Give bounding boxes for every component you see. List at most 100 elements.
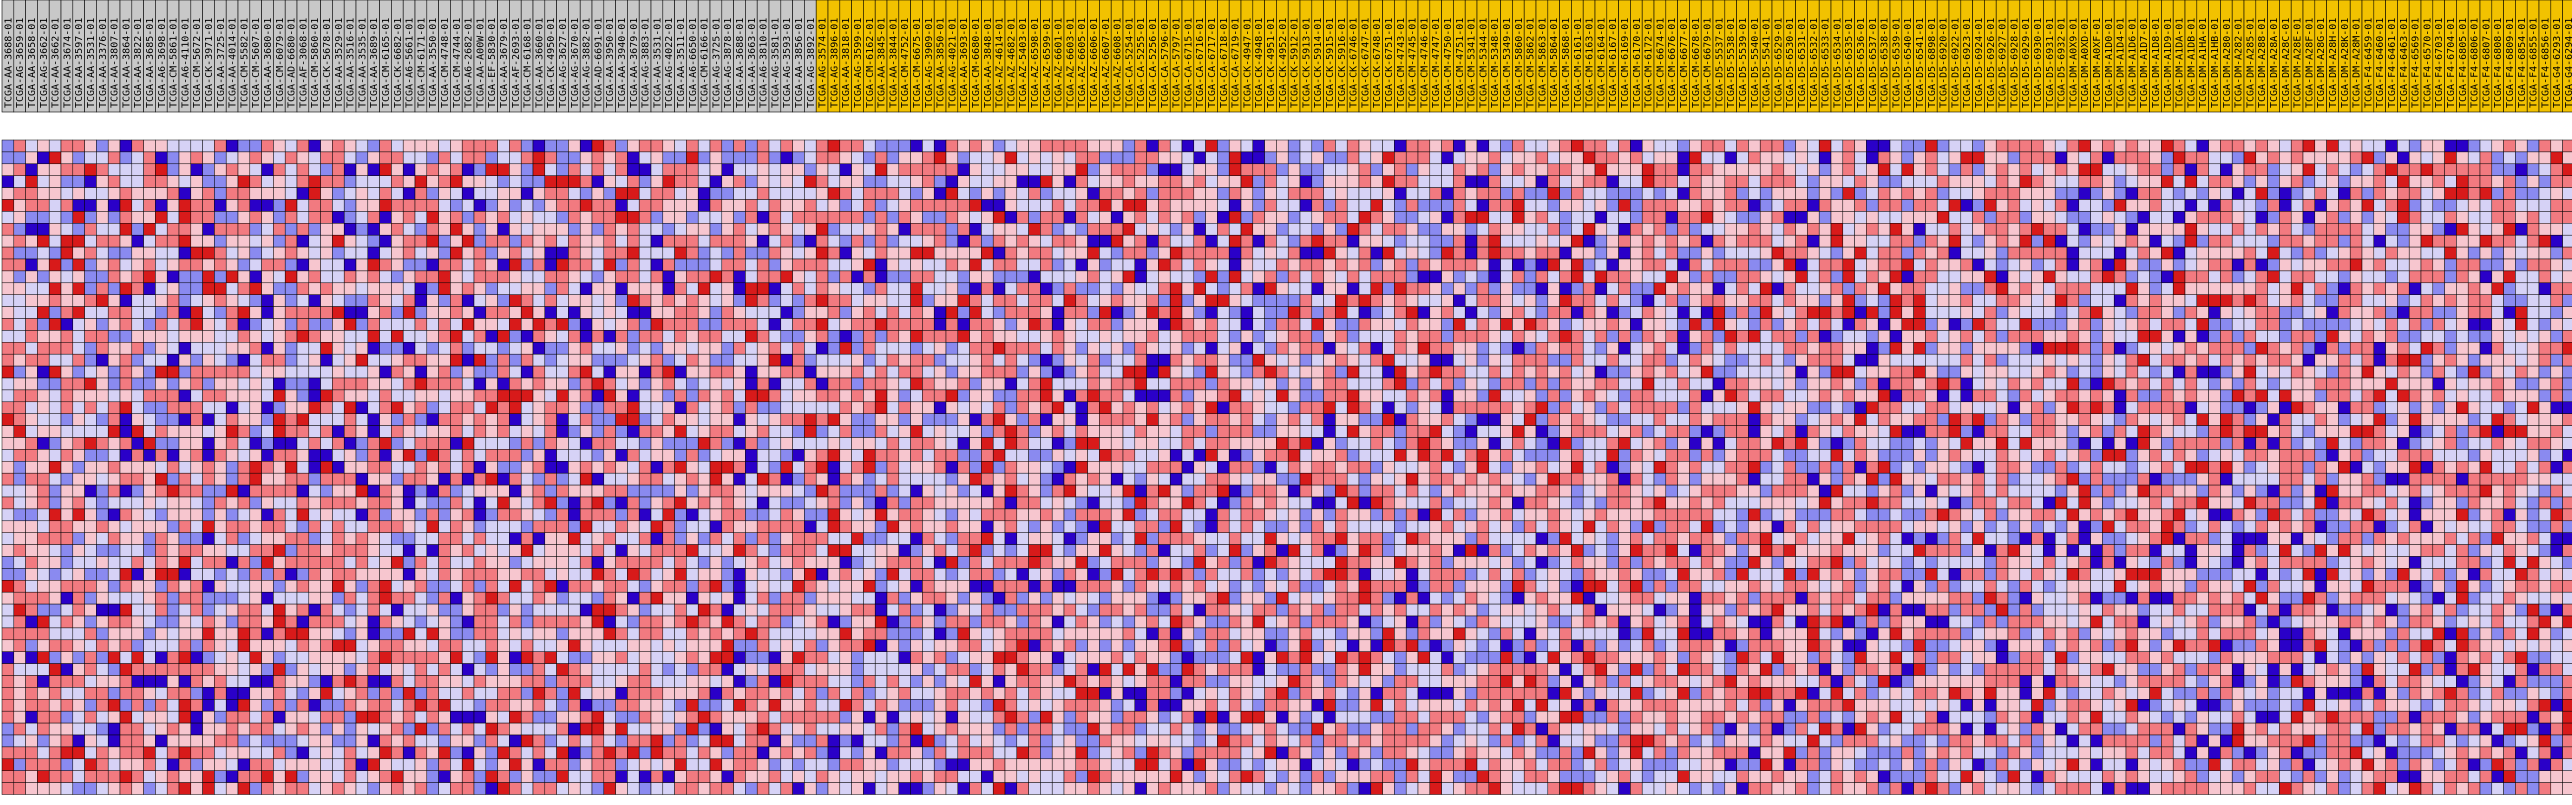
heatmap-cell xyxy=(250,330,262,342)
heatmap-cell xyxy=(226,152,238,164)
column-header: TCGA-AZ-4682-01 xyxy=(1005,0,1017,112)
heatmap-cell xyxy=(1465,319,1477,331)
heatmap-cell xyxy=(651,188,663,200)
heatmap-cell xyxy=(1772,271,1784,283)
heatmap-cell xyxy=(686,200,698,212)
heatmap-cell xyxy=(356,259,368,271)
heatmap-cell xyxy=(2126,283,2138,295)
heatmap-cell xyxy=(1182,164,1194,176)
heatmap-cell xyxy=(1453,140,1465,152)
heatmap-cell xyxy=(1878,354,1890,366)
heatmap-cell xyxy=(203,140,215,152)
heatmap-cell xyxy=(1335,330,1347,342)
heatmap-cell xyxy=(1123,307,1135,319)
heatmap-cell xyxy=(2397,235,2409,247)
heatmap-cell xyxy=(887,259,899,271)
column-label: TCGA-DM-A288-01 xyxy=(2257,18,2268,108)
heatmap-cell xyxy=(1288,223,1300,235)
heatmap-cell xyxy=(262,283,274,295)
heatmap-cell xyxy=(545,188,557,200)
heatmap-cell xyxy=(2421,330,2433,342)
heatmap-cell xyxy=(356,342,368,354)
column-header: TCGA-DM-A1D0-01 xyxy=(2102,0,2114,112)
heatmap-cell xyxy=(498,342,510,354)
heatmap-cell xyxy=(616,223,628,235)
column-label: TCGA-AG-4022-01 xyxy=(664,18,675,108)
heatmap-cell xyxy=(1571,247,1583,259)
heatmap-cell xyxy=(344,152,356,164)
heatmap-cell xyxy=(1099,295,1111,307)
column-label: TCGA-AA-3529-01 xyxy=(334,18,345,108)
heatmap-cell xyxy=(698,342,710,354)
column-header: TCGA-AG-3883-01 xyxy=(639,0,651,112)
heatmap-cell xyxy=(627,354,639,366)
heatmap-cell xyxy=(793,188,805,200)
heatmap-cell xyxy=(1973,366,1985,378)
heatmap-cell xyxy=(2539,330,2551,342)
heatmap-cell xyxy=(1135,342,1147,354)
heatmap-cell xyxy=(1796,366,1808,378)
heatmap-cell xyxy=(26,259,38,271)
heatmap-cell xyxy=(875,164,887,176)
heatmap-cell xyxy=(344,271,356,283)
heatmap-cell xyxy=(757,211,769,223)
heatmap-cell xyxy=(533,223,545,235)
heatmap-cell xyxy=(73,140,85,152)
column-label: TCGA-CK-4950-01 xyxy=(546,18,557,108)
column-label: TCGA-D5-6927-01 xyxy=(1998,18,2009,108)
heatmap-cell xyxy=(1335,223,1347,235)
heatmap-cell xyxy=(1796,247,1808,259)
heatmap-cell xyxy=(415,330,427,342)
heatmap-cell xyxy=(2315,247,2327,259)
heatmap-cell xyxy=(509,259,521,271)
heatmap-cell xyxy=(1017,211,1029,223)
heatmap-cell xyxy=(191,200,203,212)
heatmap-cell xyxy=(1571,354,1583,366)
heatmap-cell xyxy=(2244,342,2256,354)
heatmap-cell xyxy=(2232,164,2244,176)
heatmap-cell xyxy=(509,295,521,307)
heatmap-cell xyxy=(1406,223,1418,235)
heatmap-cell xyxy=(214,176,226,188)
heatmap-cell xyxy=(214,235,226,247)
heatmap-cell xyxy=(2185,247,2197,259)
heatmap-cell xyxy=(1784,283,1796,295)
heatmap-cell xyxy=(2374,295,2386,307)
heatmap-cell xyxy=(1996,330,2008,342)
heatmap-cell xyxy=(2,235,14,247)
heatmap-cell xyxy=(852,342,864,354)
heatmap-cell xyxy=(1111,307,1123,319)
heatmap-cell xyxy=(1253,247,1265,259)
heatmap-cell xyxy=(167,295,179,307)
heatmap-cell xyxy=(1654,319,1666,331)
heatmap-cell xyxy=(1831,140,1843,152)
heatmap-cell xyxy=(309,223,321,235)
heatmap-cell xyxy=(1147,140,1159,152)
heatmap-cell xyxy=(1253,271,1265,283)
heatmap-cell xyxy=(911,211,923,223)
heatmap-cell xyxy=(1925,200,1937,212)
heatmap-cell xyxy=(1099,247,1111,259)
heatmap-cell xyxy=(1477,366,1489,378)
heatmap-cell xyxy=(1902,176,1914,188)
column-label: TCGA-AZ-6599-01 xyxy=(1042,18,1053,108)
heatmap-cell xyxy=(970,366,982,378)
heatmap-cell xyxy=(309,211,321,223)
heatmap-cell xyxy=(1984,271,1996,283)
heatmap-cell xyxy=(486,211,498,223)
heatmap-cell xyxy=(226,330,238,342)
heatmap-cell xyxy=(1949,211,1961,223)
heatmap-cell xyxy=(663,140,675,152)
heatmap-cell xyxy=(1182,235,1194,247)
column-header: TCGA-CM-6678-01 xyxy=(1689,0,1701,112)
heatmap-cell xyxy=(887,200,899,212)
heatmap-cell xyxy=(1713,271,1725,283)
heatmap-cell xyxy=(970,188,982,200)
heatmap-cell xyxy=(1925,295,1937,307)
heatmap-cell xyxy=(2456,295,2468,307)
heatmap-cell xyxy=(191,307,203,319)
heatmap-cell xyxy=(1229,223,1241,235)
heatmap-cell xyxy=(1312,140,1324,152)
heatmap-cell xyxy=(356,200,368,212)
heatmap-cell xyxy=(462,211,474,223)
